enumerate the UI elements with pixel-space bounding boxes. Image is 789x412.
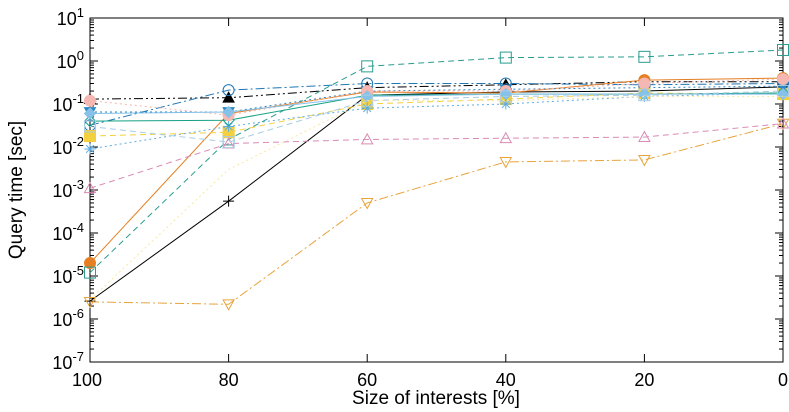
series-line [89,78,784,116]
series-line [89,86,784,302]
series-line [89,90,784,143]
data-point [222,299,235,311]
y-tick-label: 10-7 [52,349,84,373]
data-point [360,198,374,210]
data-point [222,136,235,149]
x-tick-label: 40 [496,370,516,390]
series-line [89,92,784,122]
y-tick-label: 101 [57,5,84,29]
data-point [638,50,651,63]
data-point [360,90,374,103]
data-point [638,89,651,102]
data-point [499,157,513,169]
series-8 [83,117,789,194]
series-9 [84,87,789,155]
y-tick-label: 100 [57,48,84,72]
data-point [84,143,96,155]
data-point [776,118,789,131]
data-point [776,117,789,129]
data-point [84,266,96,279]
y-axis-title: Query time [sec] [6,121,27,259]
x-tick-label: 100 [72,370,102,390]
data-point [361,102,373,114]
data-point [222,84,235,97]
data-point [84,94,96,107]
series-line [89,82,784,126]
data-point [360,132,374,145]
data-point [499,131,513,144]
data-point [84,130,96,143]
data-point [223,120,235,132]
series-line [89,95,783,301]
data-point [777,73,789,86]
data-point [223,195,235,207]
series-line [89,93,783,115]
plot-frame [89,17,784,363]
y-tick-label: 10-6 [52,306,84,330]
data-point [83,107,97,120]
series-line [89,77,784,264]
x-tick-label: 20 [634,370,654,390]
series-3 [84,77,789,132]
data-point [361,60,374,73]
series-7 [83,118,789,311]
data-point [500,98,512,110]
y-tick-label: 10-1 [52,91,84,115]
data-point [499,51,512,64]
data-point [84,257,96,270]
x-tick-label: 60 [357,370,377,390]
series-line [89,81,783,100]
data-point [84,120,96,133]
data-point [638,155,651,167]
y-tick-label: 10-2 [52,134,84,158]
series-line [89,49,784,273]
data-point [638,130,651,142]
series-line [89,123,784,189]
y-tick-label: 10-4 [52,220,84,244]
series-15 [89,95,783,301]
x-tick-label: 80 [219,370,239,390]
x-tick-label: 0 [778,370,788,390]
series-12 [84,73,789,122]
series-line [89,92,784,137]
x-axis-title: Size of interests [%] [352,388,520,409]
y-tick-label: 10-5 [52,263,84,287]
data-point [83,181,97,194]
series-4 [84,72,789,270]
x-axis: 100 80 60 40 20 0 [72,18,788,390]
data-point [499,90,512,103]
series-1 [84,81,789,307]
data-point [83,296,97,309]
series-line [89,123,784,305]
data-point [638,77,651,90]
y-tick-label: 10-3 [52,177,84,201]
data-point [222,91,235,103]
series-line [89,92,784,150]
data-point [222,105,235,119]
y-axis: 10-7 10-6 10-5 10-4 10-3 10-2 10-1 100 101 [52,5,783,373]
series-layer [83,44,789,311]
